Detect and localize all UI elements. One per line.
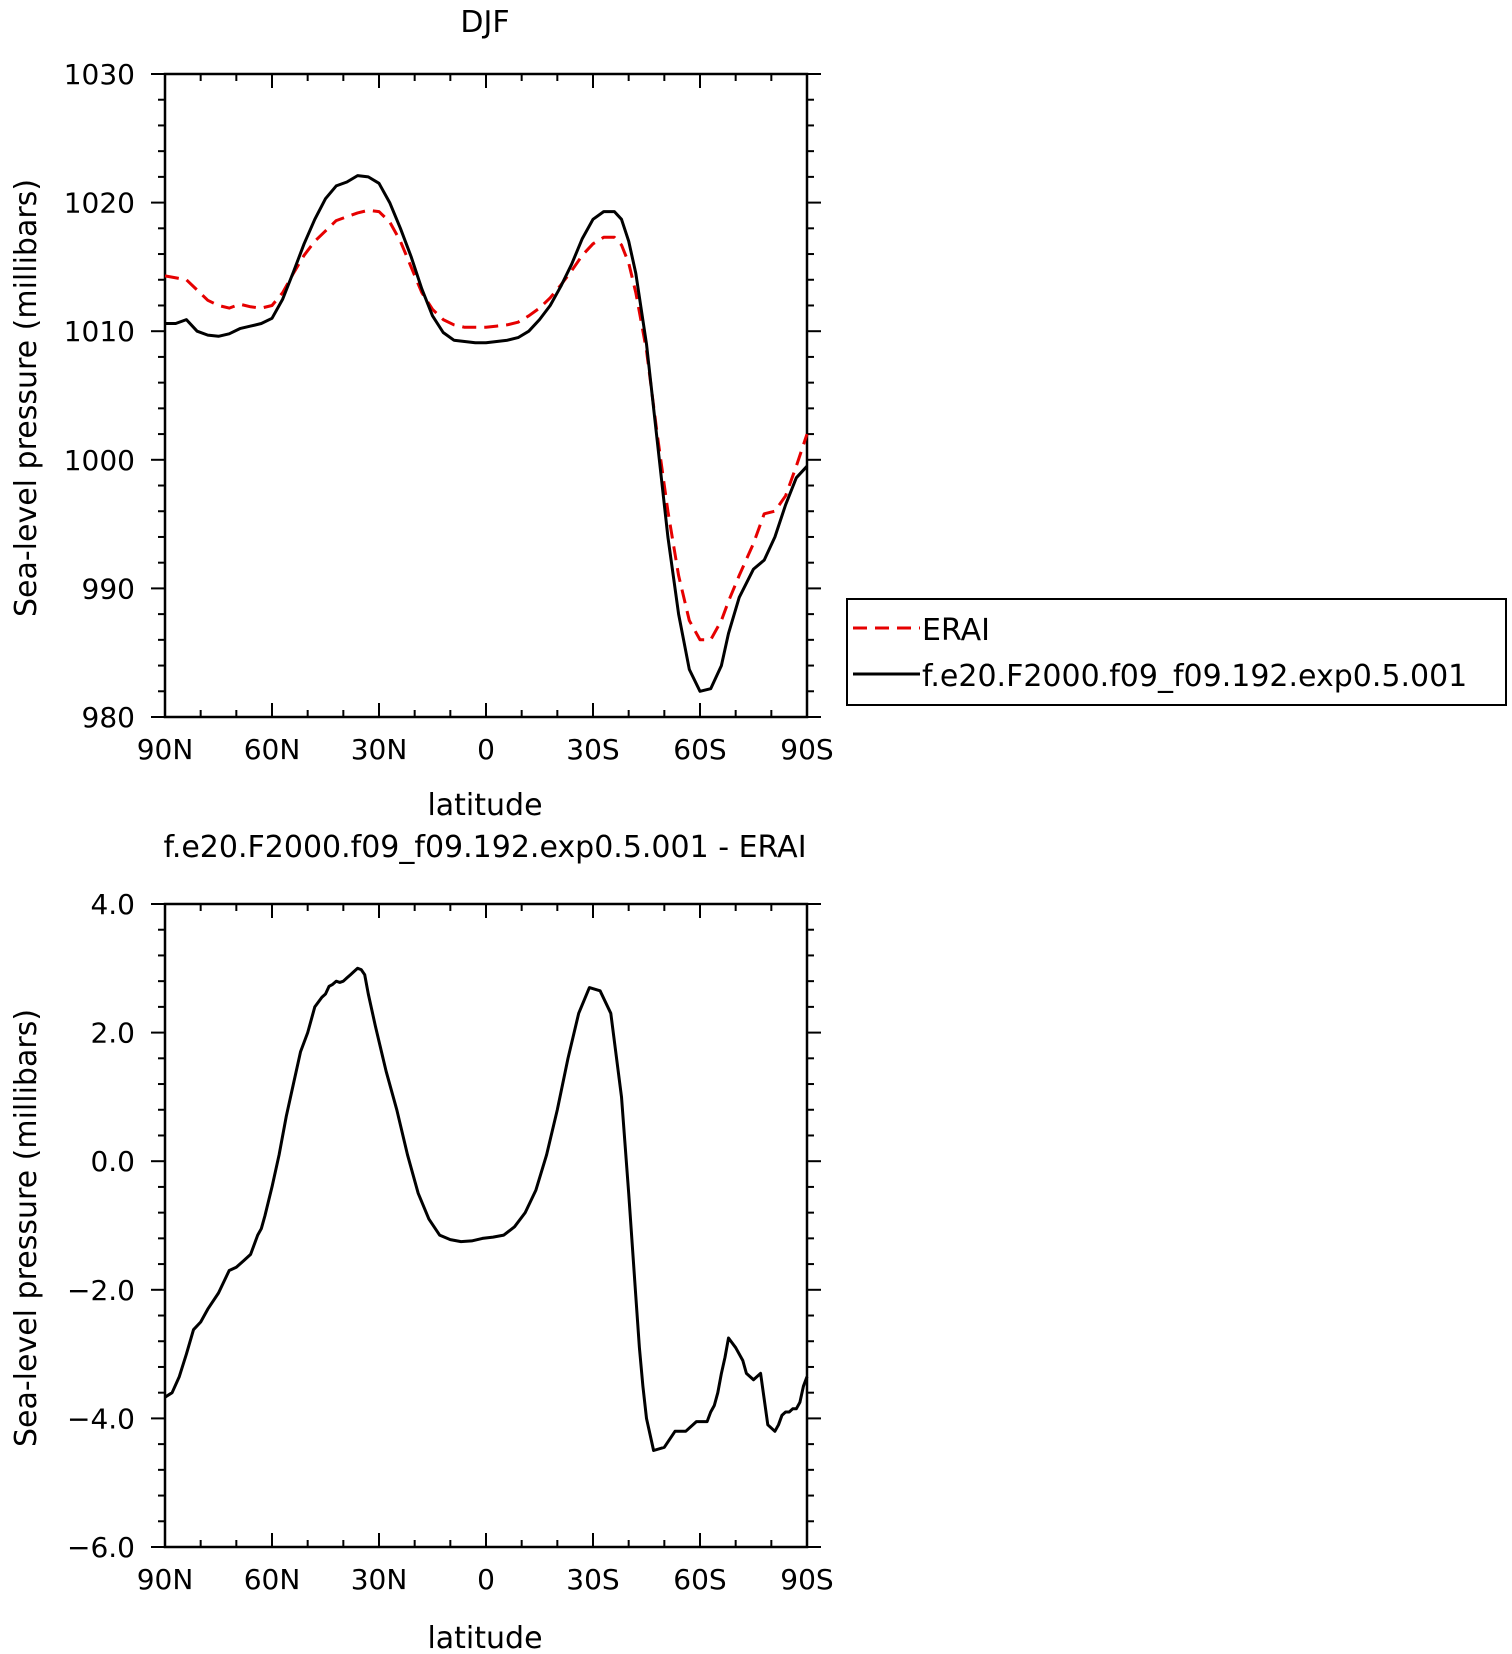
- legend-label-erai: ERAI: [922, 613, 990, 648]
- top-xtick-label: 60N: [244, 733, 301, 766]
- top-panel-title: DJF: [460, 5, 509, 40]
- bottom-ytick-label: 2.0: [90, 1017, 135, 1050]
- bottom-xtick-label: 90N: [137, 1563, 194, 1596]
- bottom-ytick-label: 4.0: [90, 888, 135, 921]
- bottom-xtick-label: 60S: [673, 1563, 726, 1596]
- bottom-xtick-label: 90S: [780, 1563, 833, 1596]
- legend-label-model: f.e20.F2000.f09_f09.192.exp0.5.001: [922, 659, 1467, 694]
- bottom-panel-title: f.e20.F2000.f09_f09.192.exp0.5.001 - ERA…: [163, 830, 806, 865]
- legend-box: [846, 598, 1507, 706]
- top-ytick-label: 1010: [64, 315, 135, 348]
- bottom-panel-ylabel: Sea-level pressure (millibars): [9, 1009, 44, 1447]
- bottom-panel: f.e20.F2000.f09_f09.192.exp0.5.001 - ERA…: [9, 830, 834, 1654]
- top-plot-frame: [163, 72, 809, 719]
- top-ytick-label: 990: [82, 572, 135, 605]
- top-xtick-label: 0: [477, 733, 495, 766]
- bottom-xtick-label: 0: [477, 1563, 495, 1596]
- bottom-ytick-label: −6.0: [67, 1531, 135, 1564]
- top-xtick-label: 90N: [137, 733, 194, 766]
- top-xtick-label: 90S: [780, 733, 833, 766]
- bottom-ytick-label: −2.0: [67, 1274, 135, 1307]
- top-series-line-1: [165, 174, 809, 693]
- top-xtick-label: 30S: [566, 733, 619, 766]
- bottom-xtick-label: 30N: [351, 1563, 408, 1596]
- bottom-series-line-0: [164, 966, 809, 1452]
- legend: ERAI f.e20.F2000.f09_f09.192.exp0.5.001: [846, 598, 1507, 706]
- top-ytick-label: 1020: [64, 187, 135, 220]
- top-series-line-0: [164, 208, 809, 642]
- top-ytick-label: 1000: [64, 444, 135, 477]
- bottom-xtick-label: 30S: [566, 1563, 619, 1596]
- bottom-ytick-label: 0.0: [90, 1145, 135, 1178]
- top-xtick-label: 30N: [351, 733, 408, 766]
- top-ytick-label: 980: [82, 701, 135, 734]
- bottom-xtick-label: 60N: [244, 1563, 301, 1596]
- top-panel-ylabel: Sea-level pressure (millibars): [9, 179, 44, 617]
- bottom-panel-xlabel: latitude: [427, 1621, 542, 1654]
- bottom-ytick-label: −4.0: [67, 1402, 135, 1435]
- top-ytick-label: 1030: [64, 58, 135, 91]
- top-panel: DJF latitude Sea-level pressure (milliba…: [9, 5, 834, 823]
- top-xtick-label: 60S: [673, 733, 726, 766]
- top-panel-xlabel: latitude: [427, 788, 542, 823]
